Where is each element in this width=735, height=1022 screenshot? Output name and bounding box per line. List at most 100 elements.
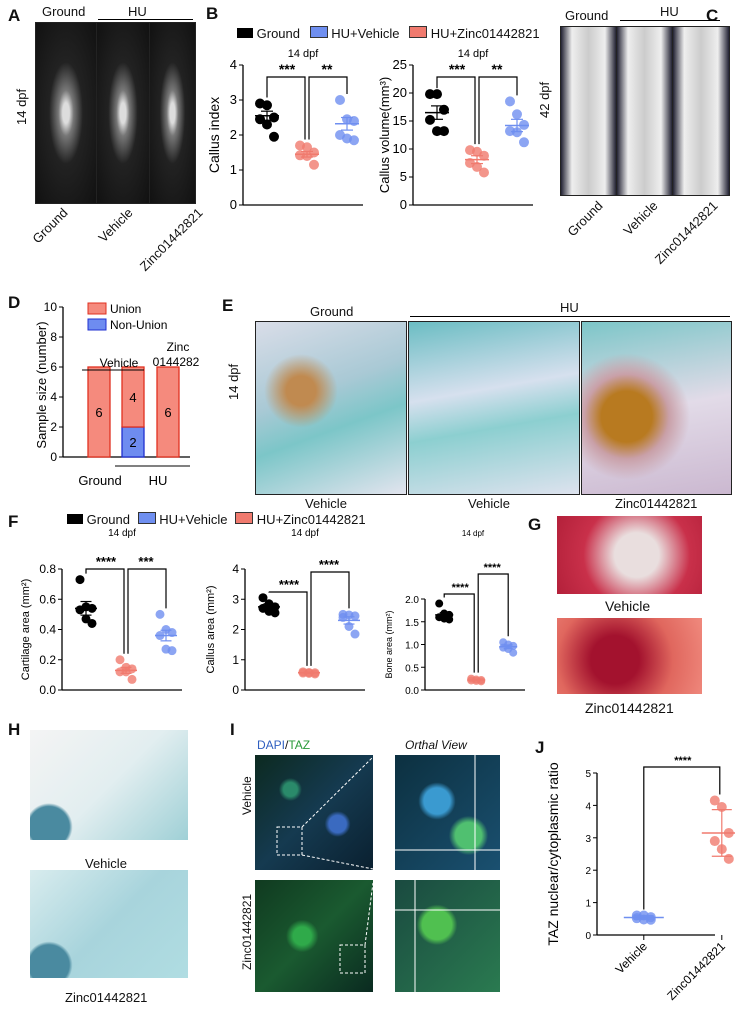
3d-bone-zinc [672, 26, 730, 196]
y-tick-label: 2.0 [405, 595, 419, 606]
panel-e-side-label: 14 dpf [226, 363, 241, 400]
significance-label: **** [96, 554, 117, 569]
data-point [505, 96, 515, 107]
bar-value-label: 6 [164, 405, 171, 420]
panel-g-caption: Vehicle [605, 598, 651, 614]
data-point [302, 142, 312, 153]
significance-bracket [308, 76, 348, 140]
legend-f: Ground HU+Vehicle HU+Zinc01442821 [67, 512, 366, 527]
legend-label: Non-Union [110, 318, 167, 332]
y-axis-label: Callus area (mm²) [205, 585, 217, 673]
data-point [709, 795, 720, 806]
panel-g-caption: Zinc01442821 [585, 700, 674, 716]
significance-label: **** [484, 562, 502, 574]
y-axis-label: Bone area (mm²) [384, 610, 394, 678]
fluorescence-image-vehicle [255, 755, 373, 870]
y-tick-label: 1 [232, 653, 239, 667]
panel-i-row-label: Vehicle [240, 776, 254, 815]
y-tick-label: 1.0 [405, 641, 419, 652]
y-tick-label: 2 [232, 623, 239, 637]
alcian-image-zinc [30, 870, 188, 978]
bar-union [87, 366, 111, 458]
chart-title: 14 dpf [108, 528, 136, 539]
y-tick-label: 10 [393, 141, 407, 156]
panel-a-hu-header: HU [128, 4, 147, 19]
panel-c-ground-header: Ground [565, 8, 609, 23]
y-axis-label: Callus volume(mm³) [377, 77, 392, 193]
panel-i-label: I [230, 720, 235, 739]
safranin-image-vehicle [557, 516, 702, 594]
data-point [425, 114, 435, 125]
category-label: Zinc [167, 340, 190, 354]
x-group-label: HU [149, 473, 168, 488]
y-axis-label: TAZ nuclear/cytoplasmic ratio [545, 762, 561, 946]
histology-vehicle [408, 321, 580, 495]
significance-label: ** [492, 61, 503, 77]
panel-a-side-label: 14 dpf [14, 88, 29, 125]
legend-hu-zinc: HU+Zinc01442821 [430, 26, 540, 41]
x-tick-label: Zinc01442821 [664, 939, 728, 1003]
divider [98, 19, 193, 20]
data-point [350, 629, 360, 639]
panel-e-ground-header: Ground [310, 304, 354, 319]
panel-f-label: F [8, 512, 19, 531]
data-point [338, 612, 348, 622]
data-point [270, 608, 280, 618]
ct-image-ground [35, 22, 97, 204]
data-point [269, 131, 279, 142]
ct-image-vehicle [96, 22, 150, 204]
panel-h-label: H [8, 720, 21, 739]
legend-ground: Ground [256, 26, 300, 41]
legend-swatch-nonunion [87, 318, 107, 331]
y-tick-label: 5 [400, 169, 407, 184]
chart-title: 14 dpf [462, 529, 485, 538]
y-tick-label: 0 [230, 197, 237, 212]
significance-label: *** [138, 554, 154, 569]
panel-e-xlabel: Vehicle [468, 496, 510, 511]
category-label: 0144282 [153, 355, 200, 369]
data-point [477, 677, 486, 686]
x-tick-label: Vehicle [613, 939, 650, 976]
histology-zinc [581, 321, 732, 495]
bar-value-label: 4 [129, 390, 136, 405]
divider [410, 316, 730, 317]
stain-separator: / [285, 738, 289, 752]
y-tick-label: 0.5 [405, 663, 419, 674]
significance-label: *** [279, 61, 296, 77]
y-tick-label: 1.5 [405, 618, 419, 629]
y-tick-label: 0 [50, 450, 57, 464]
y-axis-label: Cartilage area (mm²) [20, 579, 32, 680]
data-point [425, 89, 435, 100]
y-tick-label: 0.4 [39, 623, 56, 637]
panel-a-xlabel: Vehicle [95, 205, 136, 246]
data-point [75, 605, 85, 615]
panel-a-xlabel: Zinc01442821 [136, 205, 206, 274]
legend-ground: Ground [86, 512, 130, 527]
fluorescence-image-zinc [255, 880, 373, 992]
legend-hu-zinc: HU+Zinc01442821 [256, 512, 366, 527]
panel-a-xlabel: Ground [29, 205, 71, 247]
data-point [435, 599, 444, 608]
histology-ground [255, 321, 407, 495]
y-tick-label: 1 [230, 162, 237, 177]
chart-callus-area: 14 dpf 0 1 2 3 4 Callus area (mm²) **** **** [205, 528, 365, 697]
panel-e-xlabel: Vehicle [305, 496, 347, 511]
data-point [509, 648, 518, 657]
chart-title: 14 dpf [291, 528, 319, 539]
chart-title: 14 dpf [288, 48, 320, 60]
data-point [723, 853, 734, 864]
3d-bone-vehicle [616, 26, 673, 196]
significance-bracket [266, 76, 306, 140]
stain-legend: DAPI/TAZ [257, 738, 310, 752]
y-tick-label: 5 [585, 769, 591, 780]
y-tick-label: 0.8 [39, 562, 56, 576]
y-tick-label: 0 [585, 931, 591, 942]
3d-bone-ground [560, 26, 617, 196]
panel-c-label: C [706, 6, 719, 25]
orthal-view-vehicle [395, 755, 500, 870]
chart-taz-ratio: 0 1 2 3 4 5 TAZ nuclear/cytoplasmic ratio **** V… [545, 755, 735, 1003]
alcian-image-vehicle [30, 730, 188, 840]
